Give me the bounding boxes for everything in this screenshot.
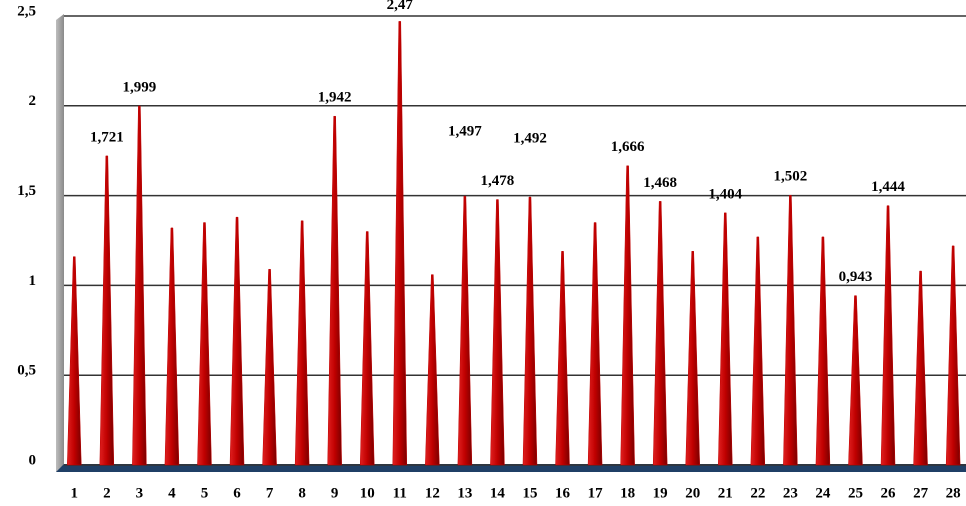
x-tick-label: 15 (522, 485, 537, 501)
x-tick-label: 27 (913, 485, 929, 501)
x-tick-label: 24 (815, 485, 831, 501)
bar (294, 220, 310, 466)
bar (164, 227, 180, 466)
data-label: 1,999 (123, 79, 157, 95)
data-label: 1,942 (318, 90, 352, 106)
x-tick-label: 3 (136, 485, 144, 501)
bar (587, 222, 603, 466)
bar (652, 201, 668, 466)
y-tick-label: 0 (29, 452, 37, 468)
x-tick-label: 9 (331, 485, 339, 501)
x-tick-label: 14 (490, 485, 506, 501)
x-tick-label: 12 (425, 485, 440, 501)
bar (327, 115, 342, 466)
x-tick-label: 8 (298, 485, 306, 501)
x-tick-label: 26 (881, 485, 897, 501)
bar (522, 196, 538, 466)
bar (262, 268, 277, 466)
bar (945, 245, 961, 466)
side-wall (56, 14, 64, 472)
x-tick-label: 7 (266, 485, 274, 501)
bar (750, 236, 766, 466)
x-tick-label: 22 (750, 485, 765, 501)
bar (718, 212, 733, 466)
x-tick-label: 6 (233, 485, 241, 501)
data-label: 1,502 (774, 169, 808, 185)
bar (359, 231, 375, 466)
x-tick-label: 25 (848, 485, 863, 501)
y-tick-label: 2 (29, 93, 37, 109)
data-label: 1,721 (90, 129, 124, 145)
data-label: 1,404 (708, 186, 742, 202)
x-tick-label: 19 (653, 485, 668, 501)
bar (815, 236, 831, 466)
bar (132, 105, 147, 466)
x-tick-label: 20 (685, 485, 700, 501)
y-tick-label: 0,5 (17, 363, 36, 379)
data-label: 1,492 (513, 130, 547, 146)
data-label: 2,47 (387, 0, 414, 13)
data-label: 1,497 (448, 124, 482, 140)
bar (685, 251, 700, 466)
x-tick-label: 4 (168, 485, 176, 501)
bar (913, 270, 928, 466)
bar (392, 21, 408, 466)
bar (880, 205, 896, 466)
x-tick-label: 23 (783, 485, 798, 501)
x-tick-label: 2 (103, 485, 111, 501)
data-label: 1,468 (643, 175, 677, 191)
x-tick-label: 11 (393, 485, 407, 501)
x-tick-label: 16 (555, 485, 571, 501)
bar (555, 251, 570, 466)
x-tick-label: 18 (620, 485, 635, 501)
x-tick-label: 1 (71, 485, 79, 501)
x-tick-label: 5 (201, 485, 209, 501)
x-tick-label: 21 (718, 485, 733, 501)
bar (783, 194, 798, 466)
bar (99, 155, 115, 466)
y-tick-label: 1 (29, 273, 37, 289)
bar (457, 195, 473, 466)
x-tick-label: 10 (360, 485, 375, 501)
floor (56, 464, 966, 472)
bar (197, 222, 212, 466)
bar (620, 165, 635, 466)
data-label: 1,666 (611, 139, 645, 155)
bar (490, 199, 505, 466)
y-tick-label: 2,5 (17, 3, 36, 19)
y-tick-label: 1,5 (17, 183, 36, 199)
x-tick-label: 17 (588, 485, 604, 501)
bar (848, 295, 863, 466)
data-label: 1,478 (481, 173, 515, 189)
x-tick-label: 28 (946, 485, 961, 501)
bar (67, 256, 82, 466)
bar (425, 274, 440, 466)
data-label: 1,444 (871, 179, 905, 195)
x-tick-label: 13 (457, 485, 472, 501)
bar (229, 216, 245, 466)
data-label: 0,943 (839, 269, 873, 285)
